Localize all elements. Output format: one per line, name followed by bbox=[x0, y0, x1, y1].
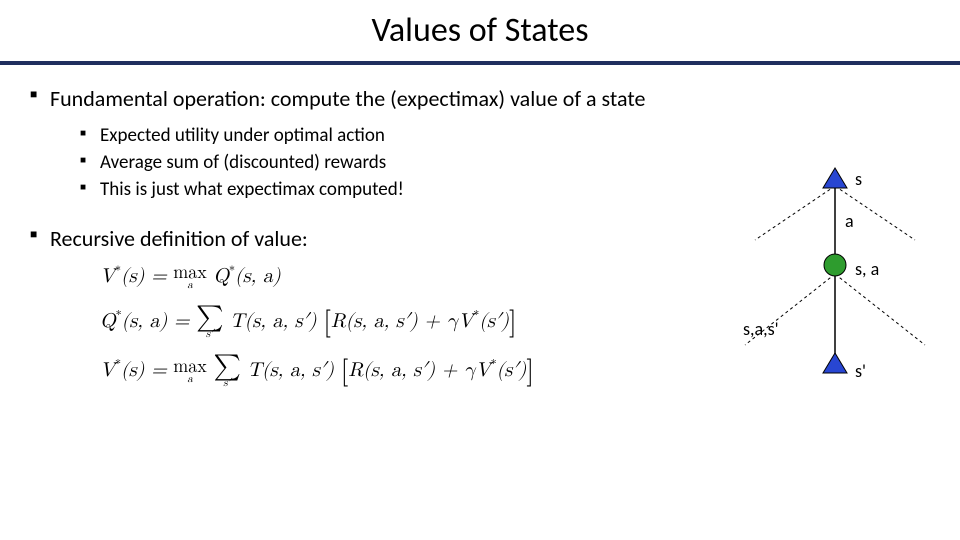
diagram-svg bbox=[695, 150, 925, 390]
sub-bullet: Expected utility under optimal action bbox=[80, 124, 930, 147]
main-bullet-1: Fundamental operation: compute the (expe… bbox=[30, 85, 930, 112]
slide-title: Values of States bbox=[0, 10, 960, 51]
state-node-triangle bbox=[823, 168, 847, 188]
edge-dashed bbox=[755, 186, 835, 240]
diagram-label-s: s bbox=[855, 168, 862, 190]
title-area: Values of States bbox=[0, 0, 960, 59]
chance-node-circle bbox=[824, 254, 846, 276]
diagram-label-sa: s, a bbox=[855, 258, 879, 280]
diagram-label-sas: s,a,s' bbox=[743, 318, 779, 340]
edge-dashed bbox=[835, 274, 925, 345]
state-node-triangle bbox=[823, 353, 847, 373]
diagram-label-sprime: s' bbox=[855, 360, 866, 382]
diagram-label-a: a bbox=[845, 210, 854, 232]
expectimax-diagram: s a s, a s,a,s' s' bbox=[695, 150, 925, 390]
